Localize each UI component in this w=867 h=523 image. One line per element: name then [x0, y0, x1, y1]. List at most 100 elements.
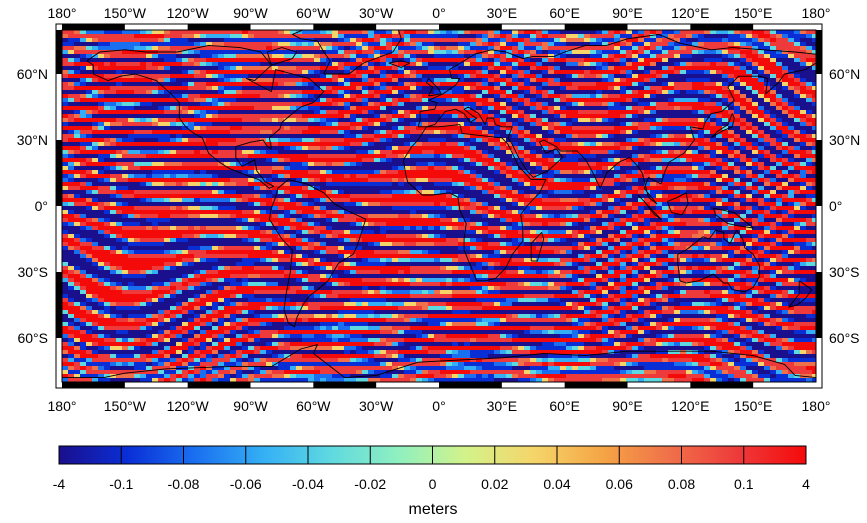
field-cell: [230, 38, 237, 43]
field-cell: [188, 98, 195, 103]
field-cell: [176, 186, 183, 191]
field-cell: [500, 66, 507, 71]
field-cell: [398, 98, 405, 103]
field-cell: [464, 186, 471, 191]
field-cell: [518, 118, 525, 123]
field-cell: [302, 170, 309, 175]
field-cell: [644, 86, 651, 91]
field-cell: [608, 86, 615, 91]
field-cell: [524, 94, 531, 99]
field-cell: [518, 66, 525, 71]
field-cell: [620, 166, 627, 171]
field-cell: [356, 34, 363, 39]
field-cell: [770, 66, 777, 71]
field-cell: [752, 46, 759, 51]
field-cell: [548, 130, 555, 135]
field-cell: [194, 170, 201, 175]
field-cell: [272, 138, 279, 143]
field-cell: [602, 114, 609, 119]
field-cell: [806, 38, 813, 43]
field-cell: [158, 46, 165, 51]
field-cell: [776, 106, 783, 111]
field-cell: [410, 50, 417, 55]
field-cell: [374, 170, 381, 175]
field-cell: [152, 82, 159, 87]
field-cell: [764, 54, 771, 59]
field-cell: [494, 62, 501, 67]
field-cell: [500, 90, 507, 95]
field-cell: [314, 74, 321, 79]
field-cell: [176, 46, 183, 51]
field-cell: [326, 66, 333, 71]
field-cell: [152, 58, 159, 63]
field-cell: [410, 46, 417, 51]
field-cell: [260, 98, 267, 103]
field-cell: [764, 178, 771, 183]
field-cell: [152, 158, 159, 163]
field-cell: [806, 106, 813, 111]
field-cell: [524, 122, 531, 127]
field-cell: [206, 134, 213, 139]
field-cell: [314, 126, 321, 131]
field-cell: [128, 170, 135, 175]
field-cell: [284, 94, 291, 99]
field-cell: [374, 110, 381, 115]
field-cell: [554, 74, 561, 79]
field-cell: [752, 114, 759, 119]
field-cell: [536, 106, 543, 111]
field-cell: [698, 30, 705, 35]
field-cell: [614, 118, 621, 123]
field-cell: [782, 94, 789, 99]
field-cell: [674, 126, 681, 131]
field-cell: [656, 110, 663, 115]
field-cell: [254, 158, 261, 163]
field-cell: [812, 70, 816, 75]
field-cell: [380, 98, 387, 103]
field-cell: [560, 98, 567, 103]
field-cell: [314, 154, 321, 159]
field-cell: [146, 146, 153, 151]
field-cell: [392, 186, 399, 191]
field-cell: [272, 134, 279, 139]
field-cell: [350, 150, 357, 155]
field-cell: [182, 134, 189, 139]
field-cell: [704, 122, 711, 127]
field-cell: [614, 82, 621, 87]
field-cell: [656, 162, 663, 167]
field-cell: [716, 106, 723, 111]
field-cell: [62, 82, 69, 87]
field-cell: [476, 146, 483, 151]
field-cell: [560, 170, 567, 175]
field-cell: [338, 122, 345, 127]
field-cell: [734, 126, 741, 131]
field-cell: [86, 178, 93, 183]
field-cell: [488, 46, 495, 51]
field-cell: [686, 78, 693, 83]
field-cell: [230, 78, 237, 83]
field-cell: [386, 66, 393, 71]
field-cell: [782, 82, 789, 87]
field-cell: [164, 114, 171, 119]
field-cell: [656, 150, 663, 155]
field-cell: [176, 146, 183, 151]
field-cell: [470, 102, 477, 107]
field-cell: [392, 114, 399, 119]
field-cell: [776, 114, 783, 119]
field-cell: [374, 178, 381, 183]
field-cell: [494, 186, 501, 191]
field-cell: [218, 94, 225, 99]
field-cell: [788, 54, 795, 59]
field-cell: [494, 46, 501, 51]
field-cell: [158, 154, 165, 159]
field-cell: [794, 94, 801, 99]
field-cell: [452, 174, 459, 179]
field-cell: [242, 114, 249, 119]
field-cell: [446, 90, 453, 95]
field-cell: [272, 166, 279, 171]
field-cell: [440, 30, 447, 35]
field-cell: [488, 58, 495, 63]
field-cell: [626, 102, 633, 107]
field-cell: [80, 118, 87, 123]
field-cell: [542, 186, 549, 191]
field-cell: [218, 114, 225, 119]
